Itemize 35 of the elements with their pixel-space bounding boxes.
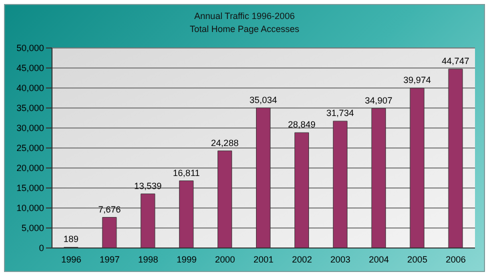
x-tick-label: 2005 (407, 254, 428, 264)
data-label: 7,676 (98, 204, 121, 214)
chart-subtitle: Total Home Page Accesses (188, 23, 300, 36)
x-tick-label: 1997 (100, 254, 120, 264)
y-tick-label: 10,000 (16, 203, 44, 214)
x-tick-label: 2003 (330, 254, 350, 264)
data-label: 28,849 (288, 120, 316, 130)
chart-title: Annual Traffic 1996-2006 (193, 10, 296, 23)
y-tick-label: 40,000 (16, 83, 44, 94)
x-tick-label: 2004 (368, 254, 389, 264)
x-tick-label: 1999 (176, 254, 197, 264)
data-label: 16,811 (172, 168, 200, 178)
x-tick-label: 2006 (446, 254, 466, 264)
x-tick-label: 1996 (61, 254, 82, 264)
x-tick-label: 2000 (215, 254, 236, 264)
y-tick-label: 35,000 (16, 103, 44, 114)
data-label: 31,734 (326, 108, 354, 118)
x-tick-label: 2001 (253, 254, 274, 264)
y-tick-label: 15,000 (16, 183, 44, 194)
y-tick-label: 25,000 (16, 143, 44, 154)
data-label: 34,907 (364, 95, 392, 106)
y-tick-label: 5,000 (21, 223, 44, 234)
y-tick-label: 30,000 (16, 123, 44, 134)
x-tick-label: 2002 (292, 254, 312, 264)
y-tick-label: 20,000 (16, 163, 44, 174)
y-tick-label: 50,000 (16, 43, 44, 54)
x-tick-label: 1998 (138, 254, 158, 264)
data-label: 189 (63, 234, 79, 244)
data-label: 39,974 (403, 75, 431, 86)
data-label: 35,034 (250, 94, 278, 105)
data-label: 13,539 (134, 180, 162, 191)
data-label: 24,288 (211, 138, 239, 148)
y-tick-label: 0 (38, 243, 44, 254)
data-label: 44,747 (442, 56, 470, 66)
y-tick-label: 45,000 (16, 63, 44, 74)
